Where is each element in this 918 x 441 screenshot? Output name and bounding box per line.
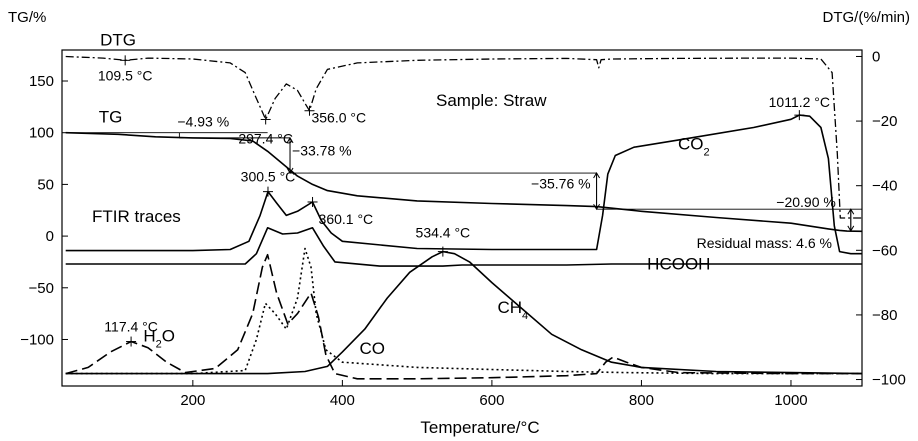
left-tick-label: 50 (37, 176, 54, 193)
series-label-co2: CO2 (678, 134, 710, 158)
step-arrow-head (593, 172, 601, 179)
annotation-label: 534.4 °C (416, 225, 471, 241)
annotation-label: −20.90 % (776, 194, 836, 210)
series-dtg-line (65, 55, 862, 219)
annotation-label: 356.0 °C (311, 110, 366, 126)
annotations: DTG 109.5 °C 297.4 °C 356.0 °C TG −4.93 % −33.… (98, 31, 836, 359)
x-tick-label: 800 (629, 392, 654, 409)
annotation-label: 297.4 °C (238, 130, 293, 146)
series-label-dtg: DTG (100, 31, 136, 50)
annotation-label: 360.1 °C (319, 211, 374, 227)
left-tick-label: 0 (46, 228, 54, 245)
series-label-ch4: CH4 (497, 298, 528, 322)
x-tick-label: 1000 (774, 392, 807, 409)
series-label-co: CO (360, 339, 386, 358)
x-tick-label: 200 (180, 392, 205, 409)
series-tg-line (65, 131, 863, 233)
percentage-guides (65, 132, 862, 232)
series-h2o-line (65, 253, 862, 380)
right-tick-label: −80 (872, 307, 897, 324)
series-label-tg: TG (99, 108, 123, 127)
right-tick-label: 0 (872, 48, 880, 65)
right-tick-label: −40 (872, 178, 897, 195)
series-label-hcooh: HCOOH (647, 254, 710, 273)
sample-label: Sample: Straw (436, 91, 547, 110)
axis-ticks: 200 400 600 800 1000 150 100 50 0 −50 −100 0 −20 −40 −… (20, 48, 906, 409)
right-tick-label: −100 (872, 372, 906, 389)
x-tick-label: 600 (479, 392, 504, 409)
series-ch4-line (65, 250, 863, 375)
step-arrow-head (286, 136, 294, 144)
left-tick-label: 150 (29, 73, 54, 90)
annotation-label: −35.76 % (531, 176, 591, 192)
plot-border (61, 49, 863, 387)
series-hcooh-line (65, 227, 862, 267)
annotation-label: 109.5 °C (98, 67, 153, 83)
annotation-label: 300.5 °C (241, 169, 296, 185)
plot-frame (61, 49, 863, 387)
left-tick-label: 100 (29, 125, 54, 142)
series-co-line (65, 247, 862, 375)
left-tick-label: −50 (29, 280, 54, 297)
right-tick-label: −60 (872, 242, 897, 259)
x-axis-title: Temperature/°C (420, 418, 539, 437)
right-axis-title: DTG/(%/min) (823, 9, 911, 26)
left-axis-title: TG/% (8, 9, 46, 26)
annotation-label: −33.78 % (292, 142, 352, 158)
step-arrow-head (286, 167, 294, 174)
step-arrow-head (847, 208, 855, 215)
peak-markers (120, 55, 805, 347)
x-tick-label: 400 (330, 392, 355, 409)
annotation-label: 1011.2 °C (769, 94, 830, 110)
annotation-label: 117.4 °C (104, 319, 158, 335)
series-co2-line (65, 114, 862, 255)
right-tick-label: −20 (872, 113, 897, 130)
left-tick-label: −100 (20, 331, 54, 348)
series-layer (65, 55, 863, 380)
annotation-label: −4.93 % (177, 114, 229, 130)
ftir-traces-label: FTIR traces (92, 207, 181, 226)
residual-mass-label: Residual mass: 4.6 % (697, 235, 832, 251)
